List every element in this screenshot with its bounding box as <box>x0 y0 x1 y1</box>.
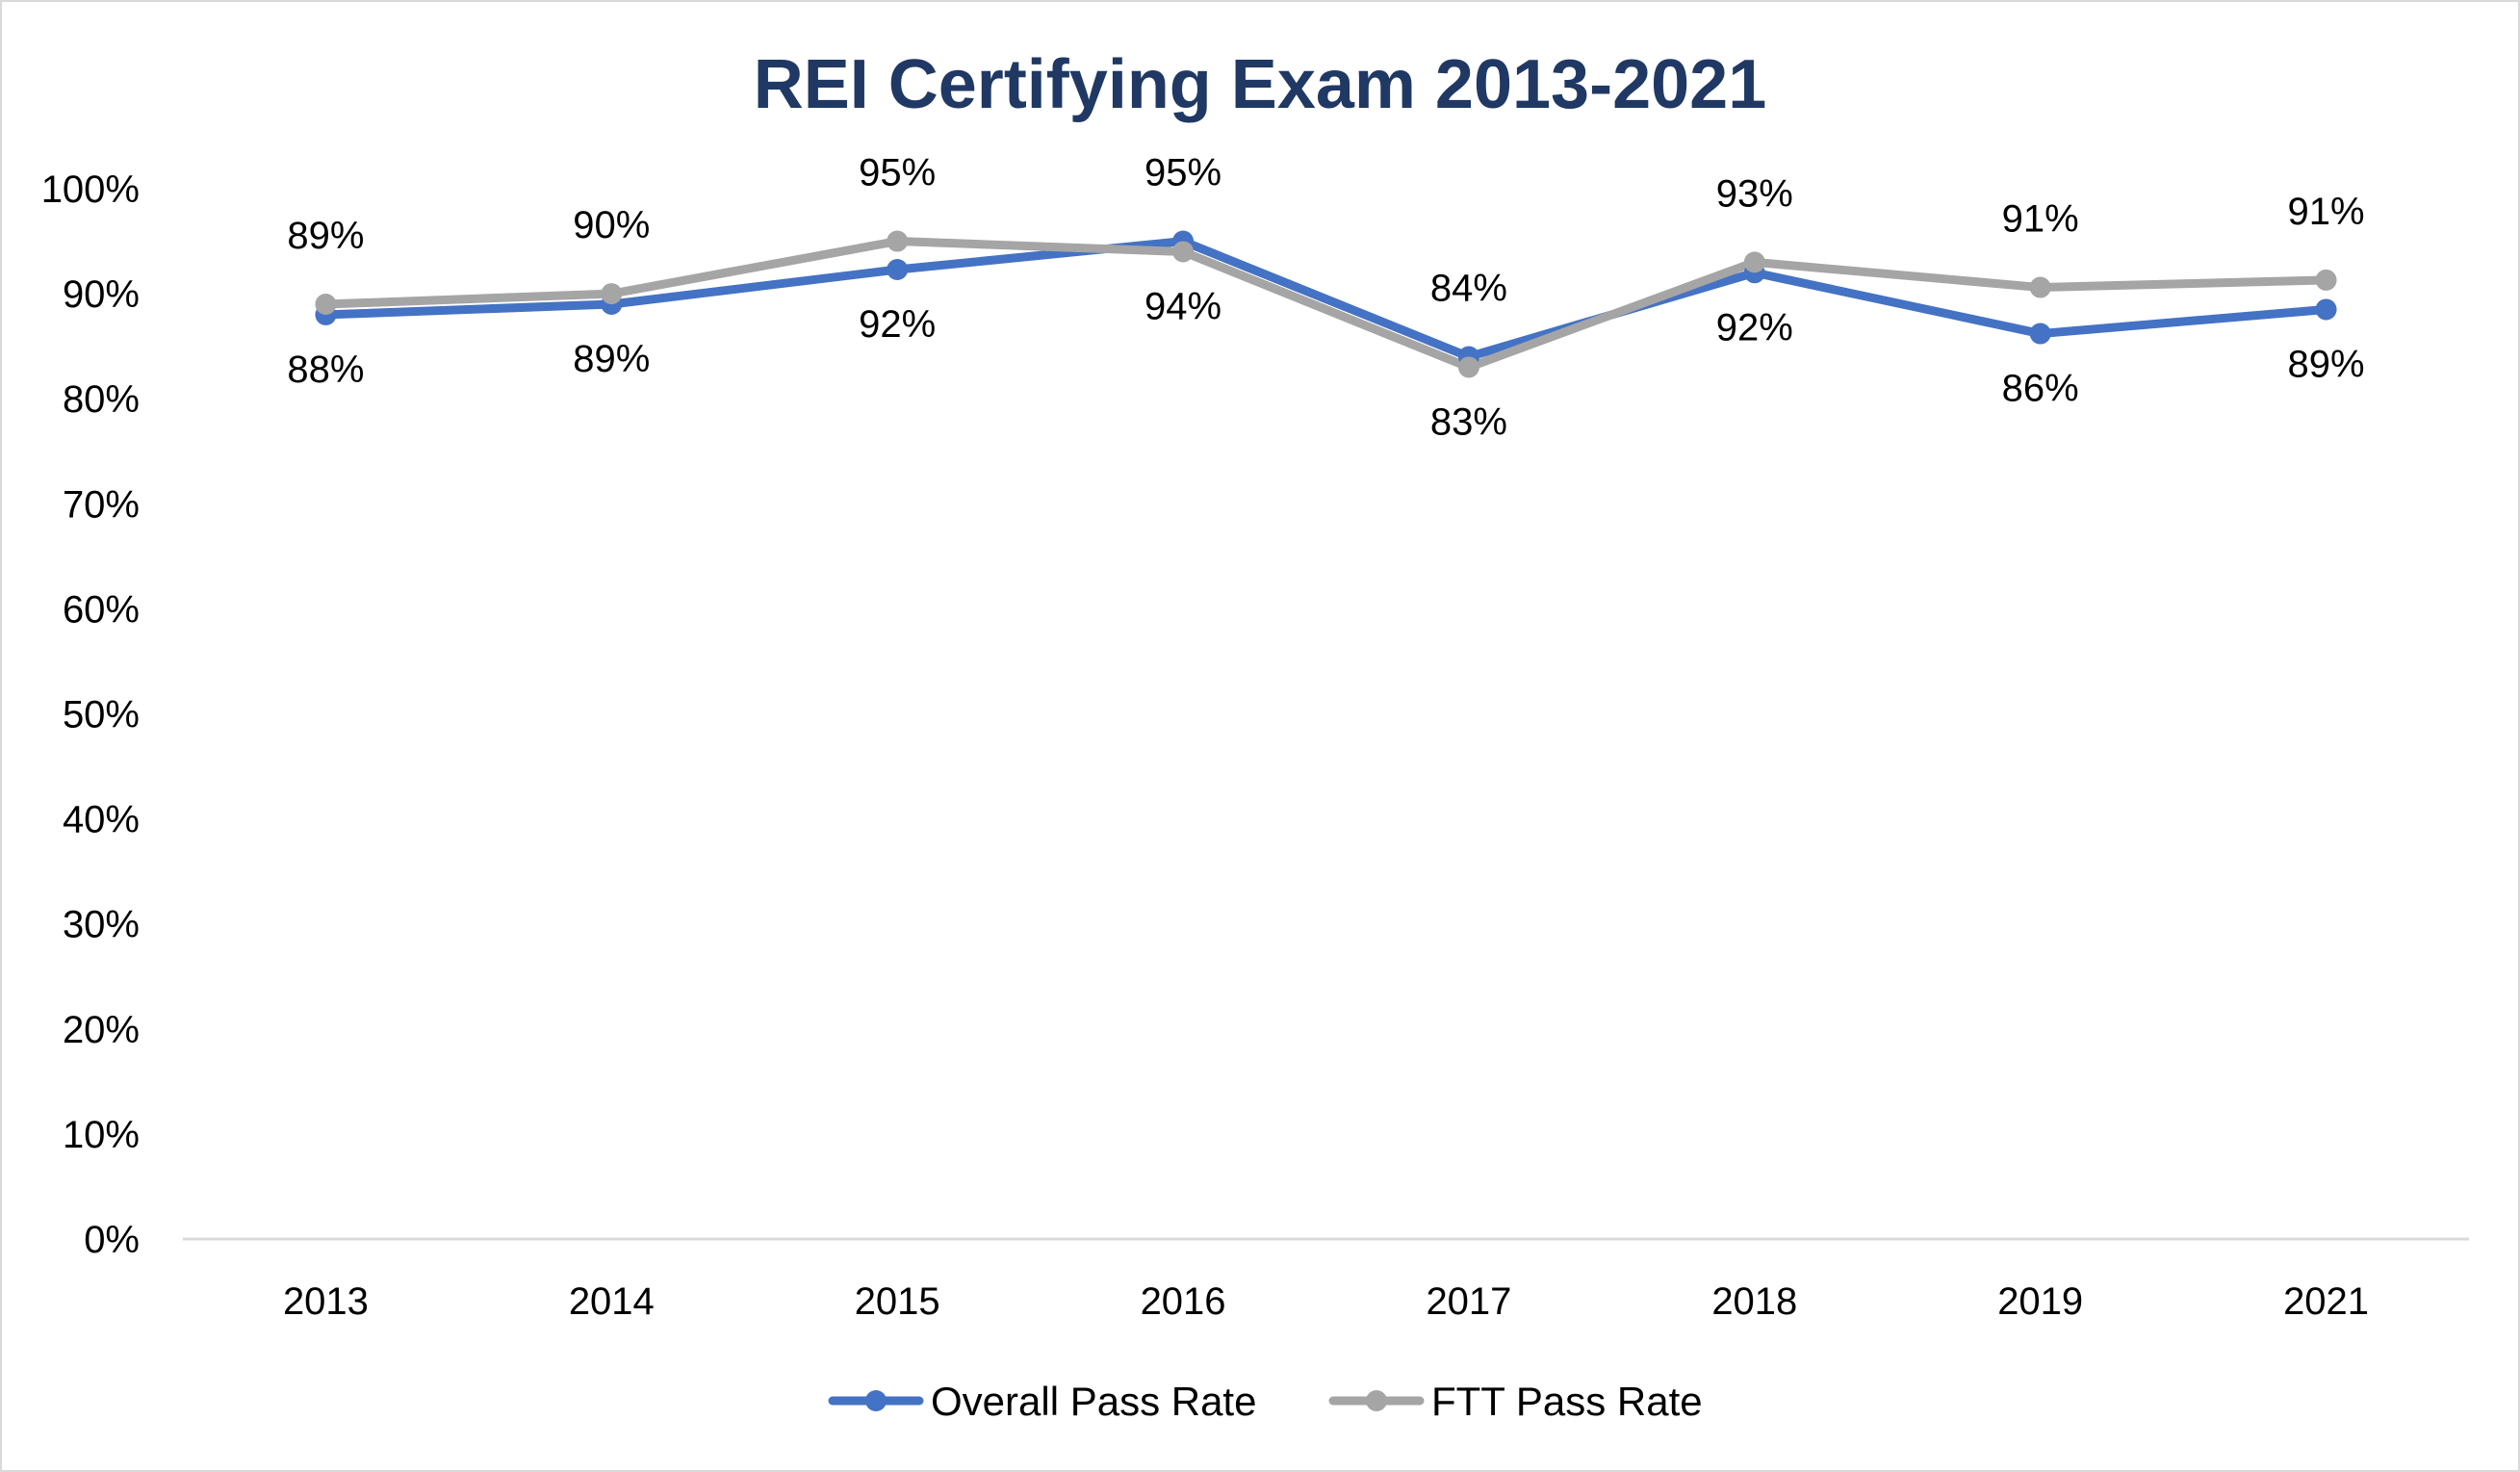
data-point <box>2315 269 2337 291</box>
data-point <box>2315 298 2337 321</box>
x-tick-label: 2016 <box>1141 1280 1226 1323</box>
x-tick-label: 2021 <box>2283 1280 2369 1323</box>
data-label: 92% <box>1716 306 1793 349</box>
data-point <box>887 259 909 281</box>
data-point <box>2029 276 2051 298</box>
data-label: 94% <box>1144 285 1221 327</box>
y-tick-label: 50% <box>63 694 140 736</box>
data-point <box>315 294 337 316</box>
x-tick-label: 2019 <box>1997 1280 2083 1323</box>
y-tick-label: 70% <box>63 483 140 526</box>
data-label: 86% <box>2002 368 2079 410</box>
data-label: 89% <box>573 338 650 380</box>
y-tick-label: 100% <box>41 168 140 211</box>
data-label: 95% <box>1144 152 1221 194</box>
data-point <box>2029 323 2051 345</box>
data-label: 92% <box>859 303 936 346</box>
legend-item[interactable]: Overall Pass Rate <box>828 1379 1256 1424</box>
data-label: 91% <box>2002 198 2079 241</box>
data-point <box>1172 241 1195 263</box>
data-label: 89% <box>287 215 364 257</box>
data-point <box>1457 356 1479 378</box>
x-tick-label: 2018 <box>1711 1280 1797 1323</box>
x-tick-label: 2015 <box>855 1280 940 1323</box>
y-tick-label: 60% <box>63 588 140 631</box>
x-tick-label: 2017 <box>1426 1280 1511 1323</box>
data-label: 89% <box>2288 343 2365 385</box>
data-label: 95% <box>859 152 936 194</box>
data-label: 84% <box>1430 268 1507 310</box>
legend-label: Overall Pass Rate <box>931 1379 1256 1424</box>
y-tick-label: 80% <box>63 378 140 421</box>
data-point <box>1743 251 1765 273</box>
data-label: 93% <box>1716 172 1793 215</box>
y-axis: 0% 10% 20% 30% 40% 50% 60% 70% 80% 90% 100% <box>41 168 140 1261</box>
data-label: 83% <box>1430 400 1507 443</box>
series-line-1 <box>321 237 2331 372</box>
data-point <box>887 230 909 252</box>
data-label: 90% <box>573 204 650 246</box>
legend[interactable]: Overall Pass Rate FTT Pass Rate <box>828 1379 1703 1424</box>
data-point <box>601 283 623 305</box>
x-tick-label: 2013 <box>283 1280 369 1323</box>
y-tick-label: 40% <box>63 799 140 841</box>
y-tick-label: 90% <box>63 273 140 316</box>
legend-item[interactable]: FTT Pass Rate <box>1328 1379 1703 1424</box>
x-axis: 2013 2014 2015 2016 2017 2018 2019 2021 <box>283 1280 2369 1323</box>
y-tick-label: 10% <box>63 1114 140 1156</box>
data-label: 88% <box>287 349 364 391</box>
y-tick-label: 20% <box>63 1009 140 1051</box>
y-tick-label: 30% <box>63 904 140 946</box>
data-labels: 88% 89% 92% 95% 84% 92% 86% 89% 89% 90% 95% 94% 83% 9… <box>287 152 2364 444</box>
series-lines <box>321 237 2331 372</box>
legend-point-marker <box>865 1390 887 1411</box>
series-points <box>315 230 2337 378</box>
legend-point-marker <box>1366 1390 1387 1411</box>
legend-label: FTT Pass Rate <box>1431 1379 1703 1424</box>
data-label: 91% <box>2288 191 2365 233</box>
y-tick-label: 0% <box>84 1219 140 1261</box>
x-tick-label: 2014 <box>569 1280 655 1323</box>
chart-title: REI Certifying Exam 2013-2021 <box>754 46 1767 123</box>
series-line-0 <box>321 237 2331 362</box>
